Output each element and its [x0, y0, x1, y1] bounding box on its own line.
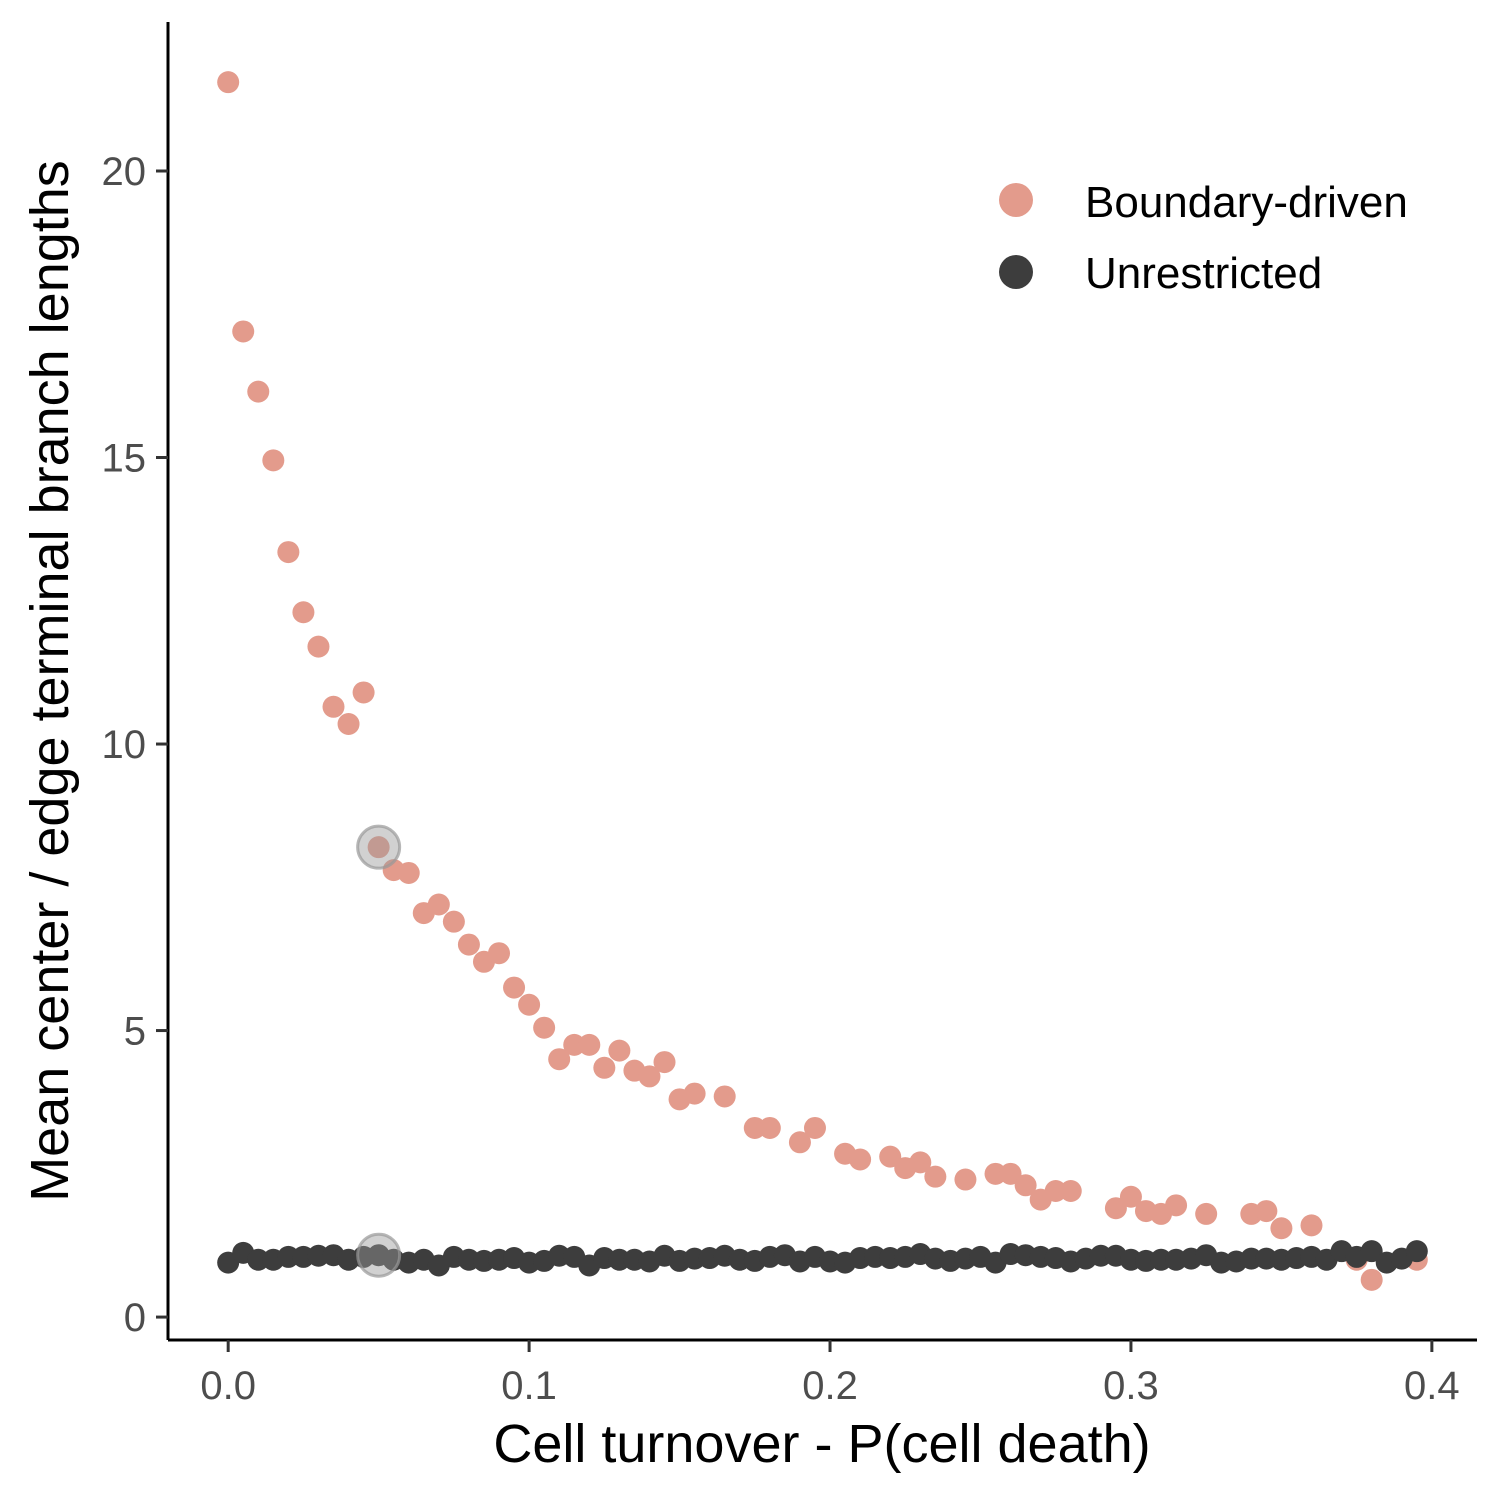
y-tick-label: 10 [102, 723, 147, 767]
data-point-boundary-driven [427, 893, 450, 916]
data-point-unrestricted [247, 1248, 270, 1271]
data-point-boundary-driven [262, 449, 285, 472]
data-point-unrestricted [1089, 1244, 1112, 1267]
data-point-boundary-driven [352, 681, 375, 704]
data-point-boundary-driven [1044, 1180, 1067, 1203]
legend: Boundary-driven Unrestricted [999, 178, 1408, 298]
data-point-boundary-driven [743, 1116, 766, 1139]
x-tick-label: 0.0 [200, 1364, 256, 1408]
data-point-boundary-driven [1059, 1180, 1082, 1203]
data-point-boundary-driven [683, 1082, 706, 1105]
highlight-point [356, 824, 402, 870]
data-point-boundary-driven [1270, 1217, 1293, 1240]
x-tick-label: 0.4 [1404, 1364, 1460, 1408]
highlight-markers [356, 824, 402, 1278]
data-point-unrestricted [1240, 1247, 1263, 1270]
data-point-boundary-driven [1300, 1214, 1323, 1237]
x-tick-label: 0.2 [802, 1364, 858, 1408]
legend-swatch-boundary-driven [999, 183, 1033, 217]
x-axis-title: Cell turnover - P(cell death) [493, 1414, 1150, 1474]
data-point-boundary-driven [788, 1131, 811, 1154]
data-point-boundary-driven [879, 1145, 902, 1168]
data-point-boundary-driven [367, 836, 390, 859]
legend-label-boundary-driven: Boundary-driven [1085, 178, 1408, 227]
data-point-boundary-driven [217, 71, 240, 94]
data-point-boundary-driven [1119, 1185, 1142, 1208]
data-point-boundary-driven [803, 1116, 826, 1139]
data-point-boundary-driven [548, 1048, 571, 1071]
data-point-boundary-driven [533, 1016, 556, 1039]
data-point-boundary-driven [247, 380, 270, 403]
data-point-boundary-driven [1255, 1200, 1278, 1223]
data-point-boundary-driven [984, 1162, 1007, 1185]
data-point-boundary-driven [758, 1116, 781, 1139]
data-point-boundary-driven [292, 601, 315, 624]
data-point-boundary-driven [593, 1056, 616, 1079]
plot-area [217, 71, 1428, 1291]
data-point-boundary-driven [1014, 1174, 1037, 1197]
data-point-boundary-driven [277, 541, 300, 564]
data-point-boundary-driven [457, 933, 480, 956]
data-point-boundary-driven [999, 1162, 1022, 1185]
data-point-unrestricted [608, 1248, 631, 1271]
data-point-boundary-driven [488, 942, 511, 965]
data-point-boundary-driven [322, 695, 345, 718]
data-point-boundary-driven [1165, 1194, 1188, 1217]
y-axis-title: Mean center / edge terminal branch lengt… [20, 160, 80, 1202]
series-boundary-driven [217, 71, 1428, 1291]
data-point-boundary-driven [653, 1051, 676, 1074]
highlight-point [356, 1232, 402, 1278]
data-point-boundary-driven [397, 861, 420, 884]
y-axis-ticks: 0 5 10 15 20 [102, 150, 168, 1340]
axes [166, 22, 1477, 1342]
data-point-boundary-driven [954, 1168, 977, 1191]
data-point-boundary-driven [638, 1065, 661, 1088]
data-point-unrestricted [277, 1245, 300, 1268]
data-point-boundary-driven [337, 712, 360, 735]
data-point-boundary-driven [1360, 1268, 1383, 1291]
data-point-boundary-driven [518, 993, 541, 1016]
data-point-boundary-driven [442, 910, 465, 933]
data-point-boundary-driven [713, 1085, 736, 1108]
data-point-unrestricted [1405, 1240, 1428, 1263]
data-point-unrestricted [1360, 1240, 1383, 1263]
data-point-boundary-driven [849, 1148, 872, 1171]
y-tick-label: 15 [102, 437, 147, 481]
x-axis-ticks: 0.0 0.1 0.2 0.3 0.4 [200, 1340, 1460, 1408]
data-point-boundary-driven [503, 976, 526, 999]
data-point-boundary-driven [1104, 1197, 1127, 1220]
data-point-boundary-driven [232, 320, 255, 343]
data-point-boundary-driven [608, 1039, 631, 1062]
y-tick-label: 5 [124, 1010, 146, 1054]
legend-label-unrestricted: Unrestricted [1085, 249, 1322, 298]
series-unrestricted [217, 1240, 1428, 1277]
data-point-unrestricted [1150, 1248, 1173, 1271]
data-point-boundary-driven [307, 635, 330, 658]
data-point-boundary-driven [909, 1151, 932, 1174]
legend-swatch-unrestricted [999, 255, 1033, 289]
data-point-boundary-driven [1195, 1202, 1218, 1225]
y-tick-label: 0 [124, 1296, 146, 1340]
x-tick-label: 0.1 [501, 1364, 557, 1408]
y-tick-label: 20 [102, 150, 147, 194]
data-point-boundary-driven [578, 1033, 601, 1056]
x-tick-label: 0.3 [1103, 1364, 1159, 1408]
data-point-boundary-driven [563, 1033, 586, 1056]
data-point-boundary-driven [924, 1165, 947, 1188]
